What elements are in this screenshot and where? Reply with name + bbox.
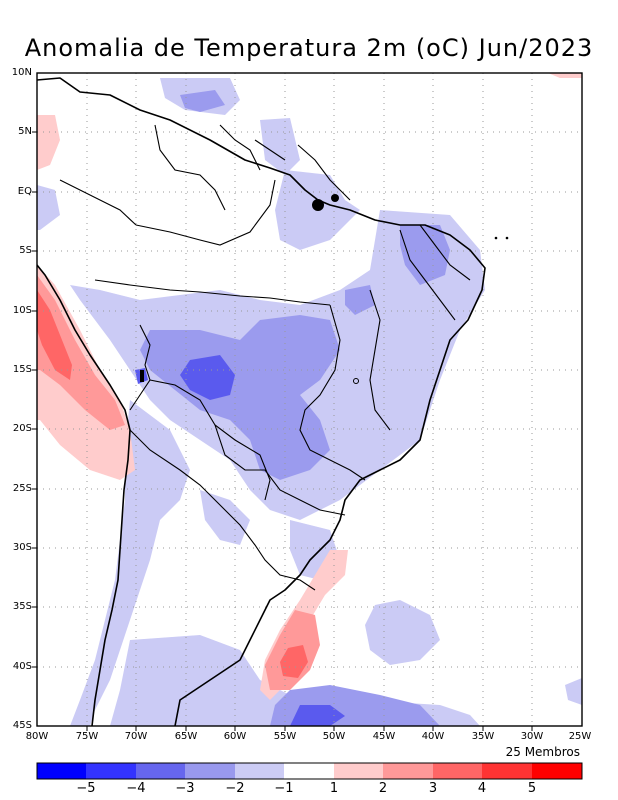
colorbar-swatch-11 (532, 763, 582, 779)
colorbar-label-4: 4 (477, 781, 487, 796)
colorbar-swatch-9 (433, 763, 482, 779)
lat-label-35s: 35S (12, 601, 32, 612)
colorbar-label-5: 5 (527, 781, 537, 796)
colorbar-swatch-1 (37, 763, 86, 779)
lon-label-30w: 30W (520, 731, 544, 742)
map-grid (37, 73, 582, 726)
lat-label-5n: 5N (18, 126, 32, 137)
lat-label-15s: 15S (12, 364, 32, 375)
lat-label-45s: 45S (12, 720, 32, 731)
colorbar-label-2: 2 (378, 781, 388, 796)
map-frame (36, 72, 583, 727)
lon-label-80w: 80W (25, 731, 49, 742)
colorbar-swatch-10 (482, 763, 532, 779)
colorbar-swatch-4 (185, 763, 235, 779)
colorbar-label-3: 3 (428, 781, 438, 796)
ensemble-members-note: 25 Membros (505, 745, 580, 759)
lat-label-25s: 25S (12, 483, 32, 494)
colorbar-label-1: 1 (329, 781, 339, 796)
lon-label-25w: 25W (568, 731, 592, 742)
colorbar-label-minus-3: −3 (175, 781, 195, 796)
country-borders (59, 124, 471, 591)
colorbar-swatch-2 (86, 763, 136, 779)
colorbar-label-minus-5: −5 (76, 781, 96, 796)
map-panel (32, 72, 583, 731)
colorbar-swatch-6 (284, 763, 334, 779)
lat-label-eq: EQ (17, 186, 32, 197)
lat-label-5s: 5S (19, 245, 32, 256)
lon-label-65w: 65W (174, 731, 198, 742)
colorbar-label-minus-4: −4 (126, 781, 146, 796)
lat-label-40s: 40S (12, 661, 32, 672)
map-title: Anomalia de Temperatura 2m (oC) Jun/2023 (24, 34, 594, 62)
lon-label-55w: 55W (273, 731, 297, 742)
lat-label-10s: 10S (12, 305, 32, 316)
lat-label-30s: 30S (12, 542, 32, 553)
colorbar-swatch-7 (334, 763, 383, 779)
colorbar-label-minus-2: −2 (225, 781, 245, 796)
lat-label-20s: 20S (12, 423, 32, 434)
colorbar-swatch-8 (383, 763, 433, 779)
anomaly-strong-negative (135, 355, 345, 726)
colorbar (36, 762, 583, 780)
lon-label-45w: 45W (372, 731, 396, 742)
coastline (36, 77, 486, 727)
colorbar-frame (36, 762, 583, 780)
lon-label-70w: 70W (124, 731, 148, 742)
lon-label-50w: 50W (322, 731, 346, 742)
lat-label-10n: 10N (11, 67, 32, 78)
colorbar-label-minus-1: −1 (274, 781, 294, 796)
lon-label-60w: 60W (223, 731, 247, 742)
map-features (140, 194, 509, 384)
map-ticks (32, 131, 533, 731)
lon-label-40w: 40W (421, 731, 445, 742)
lon-label-75w: 75W (75, 731, 99, 742)
anomaly-strong-positive (37, 290, 308, 678)
colorbar-swatch-5 (235, 763, 284, 779)
lon-label-35w: 35W (471, 731, 495, 742)
colorbar-swatch-3 (136, 763, 185, 779)
